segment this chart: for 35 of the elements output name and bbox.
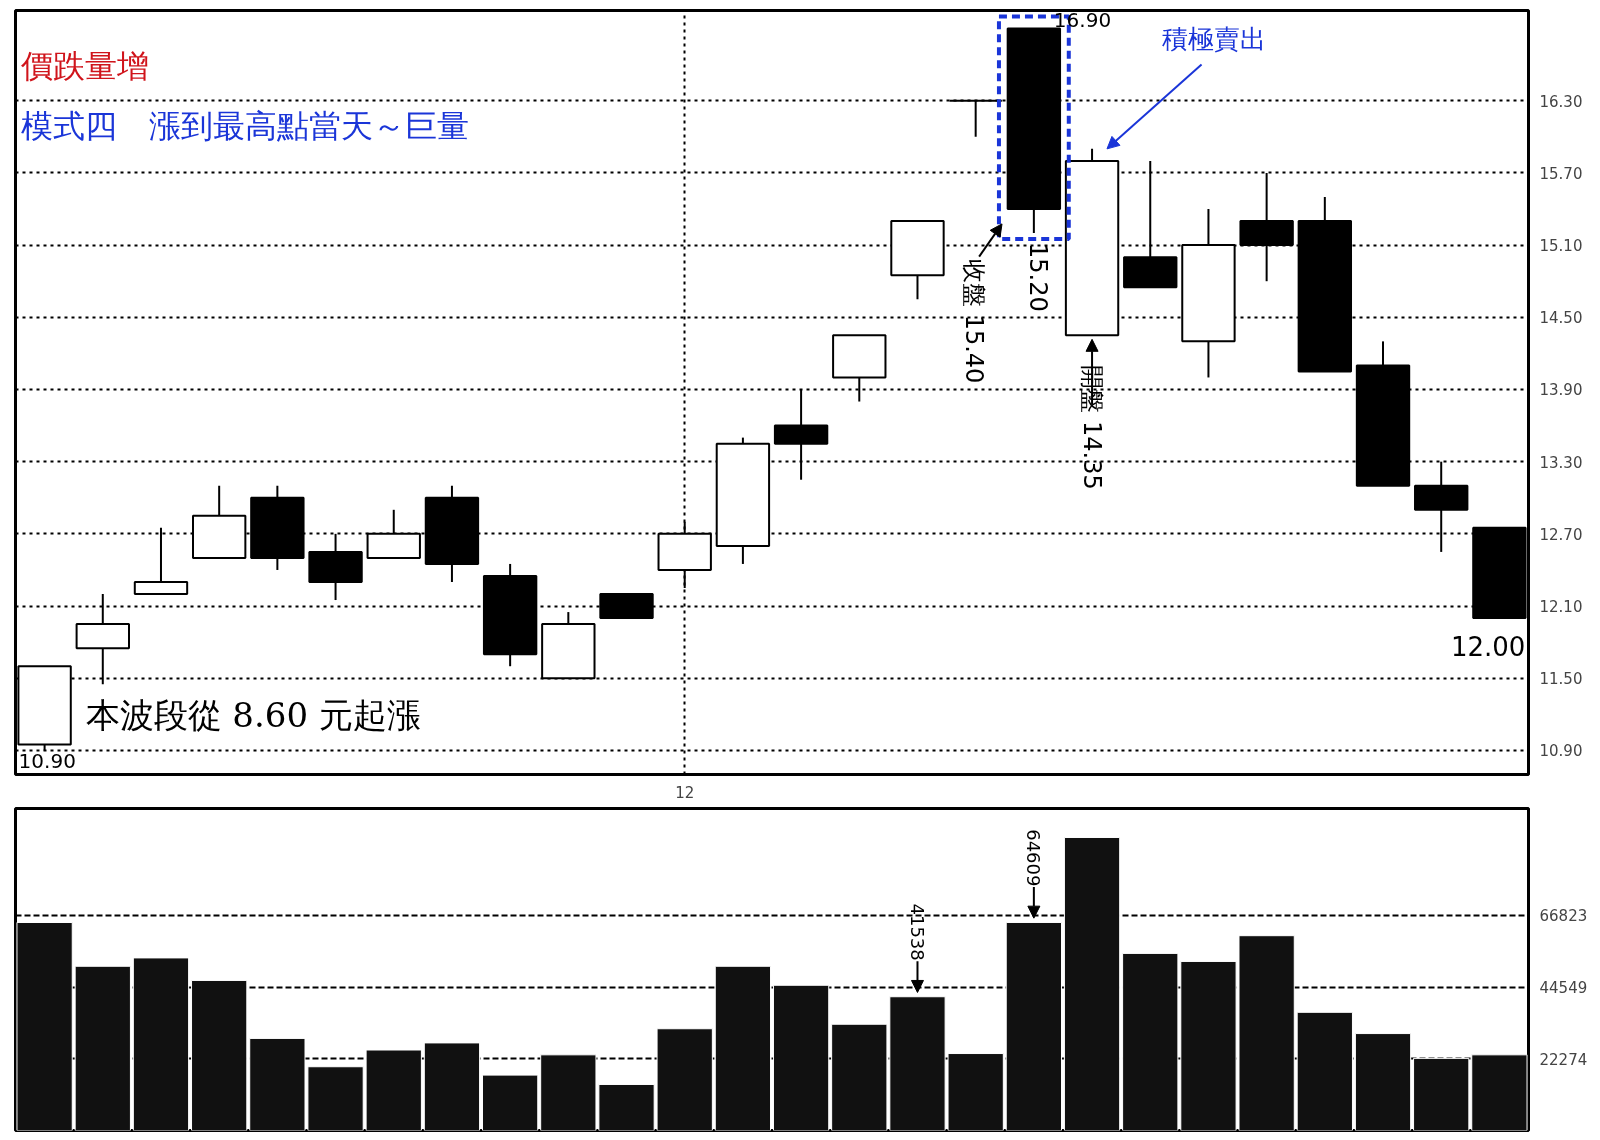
y-tick-label: 22274	[1539, 1050, 1588, 1069]
y-tick-label: 66823	[1539, 907, 1588, 926]
y-tick-label: 12.70	[1539, 525, 1583, 544]
text: 價跌量增	[20, 46, 149, 85]
annotation: 本波段從 8.60 元起漲	[85, 694, 421, 735]
bar	[191, 979, 248, 1131]
y-tick-label: 10.90	[1539, 742, 1583, 761]
annotation: 收盤 15.40	[959, 259, 988, 384]
bar	[423, 1042, 481, 1131]
y-tick-label: 12.10	[1539, 598, 1583, 617]
bar	[1296, 1011, 1353, 1131]
bar	[1005, 921, 1063, 1131]
annotation: 16.90	[1053, 7, 1112, 32]
bar	[714, 965, 772, 1131]
y-tick-label: 14.50	[1539, 309, 1583, 328]
y-tick-label: 13.30	[1539, 453, 1583, 472]
annotation: 10.90	[18, 749, 76, 774]
bar	[1354, 1033, 1412, 1131]
y-tick-label: 13.90	[1539, 381, 1583, 400]
annotation: 64609	[1023, 829, 1045, 887]
text: 模式四 漲到最高點當天～巨量	[20, 106, 469, 145]
y-tick-label: 44549	[1539, 979, 1588, 998]
annotation: 積極賣出	[1162, 23, 1267, 54]
bar	[132, 957, 190, 1131]
annotation: 15.20	[1023, 243, 1052, 312]
annotation: 12.00	[1450, 632, 1526, 663]
bar	[1063, 836, 1121, 1131]
x-tick-label: 12	[675, 783, 695, 802]
y-tick-label: 16.30	[1539, 92, 1583, 111]
annotation: 41538	[906, 903, 928, 961]
y-tick-label: 15.10	[1539, 237, 1583, 256]
bar	[481, 1074, 539, 1131]
bar	[772, 984, 830, 1131]
y-tick-label: 15.70	[1539, 164, 1583, 183]
y-tick-label: 11.50	[1539, 670, 1583, 689]
